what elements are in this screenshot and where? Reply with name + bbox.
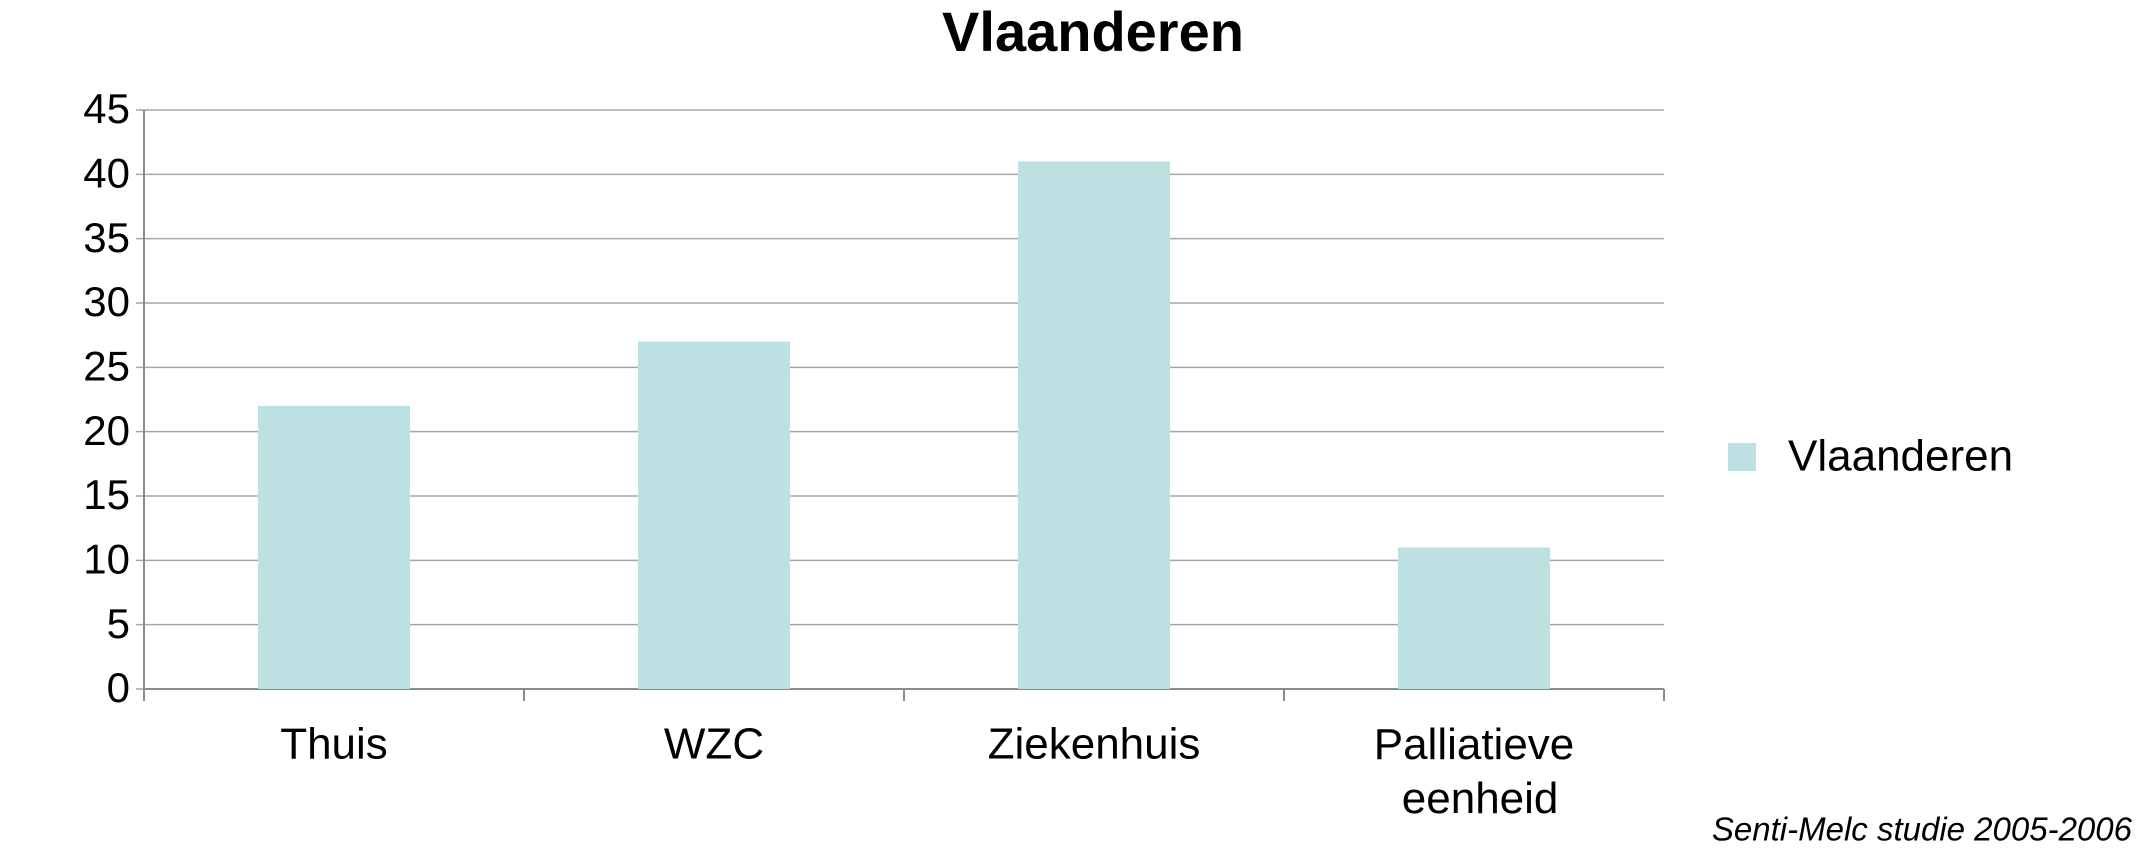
y-tick-label: 15 <box>83 471 130 518</box>
y-tick-label: 30 <box>83 278 130 325</box>
x-tick-label: Palliatieve eenheid <box>1374 720 1575 823</box>
annotation: Senti-Melc studie 2005-2006 <box>1712 811 2133 848</box>
bar <box>638 341 790 689</box>
bar <box>1398 547 1550 689</box>
y-tick-label: 20 <box>83 407 130 454</box>
chart-title: Vlaanderen <box>942 0 1244 63</box>
x-tick-label: WZC <box>664 720 764 769</box>
x-tick-label: Thuis <box>280 720 388 769</box>
y-tick-label: 0 <box>107 664 130 711</box>
legend-label: Vlaanderen <box>1788 432 2013 481</box>
bar <box>258 405 410 689</box>
y-tick-label: 10 <box>83 535 130 582</box>
bar <box>1018 161 1170 689</box>
y-tick-label: 25 <box>83 342 130 389</box>
x-tick-label: Ziekenhuis <box>988 720 1201 769</box>
y-tick-label: 5 <box>107 600 130 647</box>
y-tick-label: 35 <box>83 214 130 261</box>
y-tick-label: 40 <box>83 149 130 196</box>
y-tick-label: 45 <box>83 85 130 132</box>
legend-swatch <box>1728 443 1756 471</box>
